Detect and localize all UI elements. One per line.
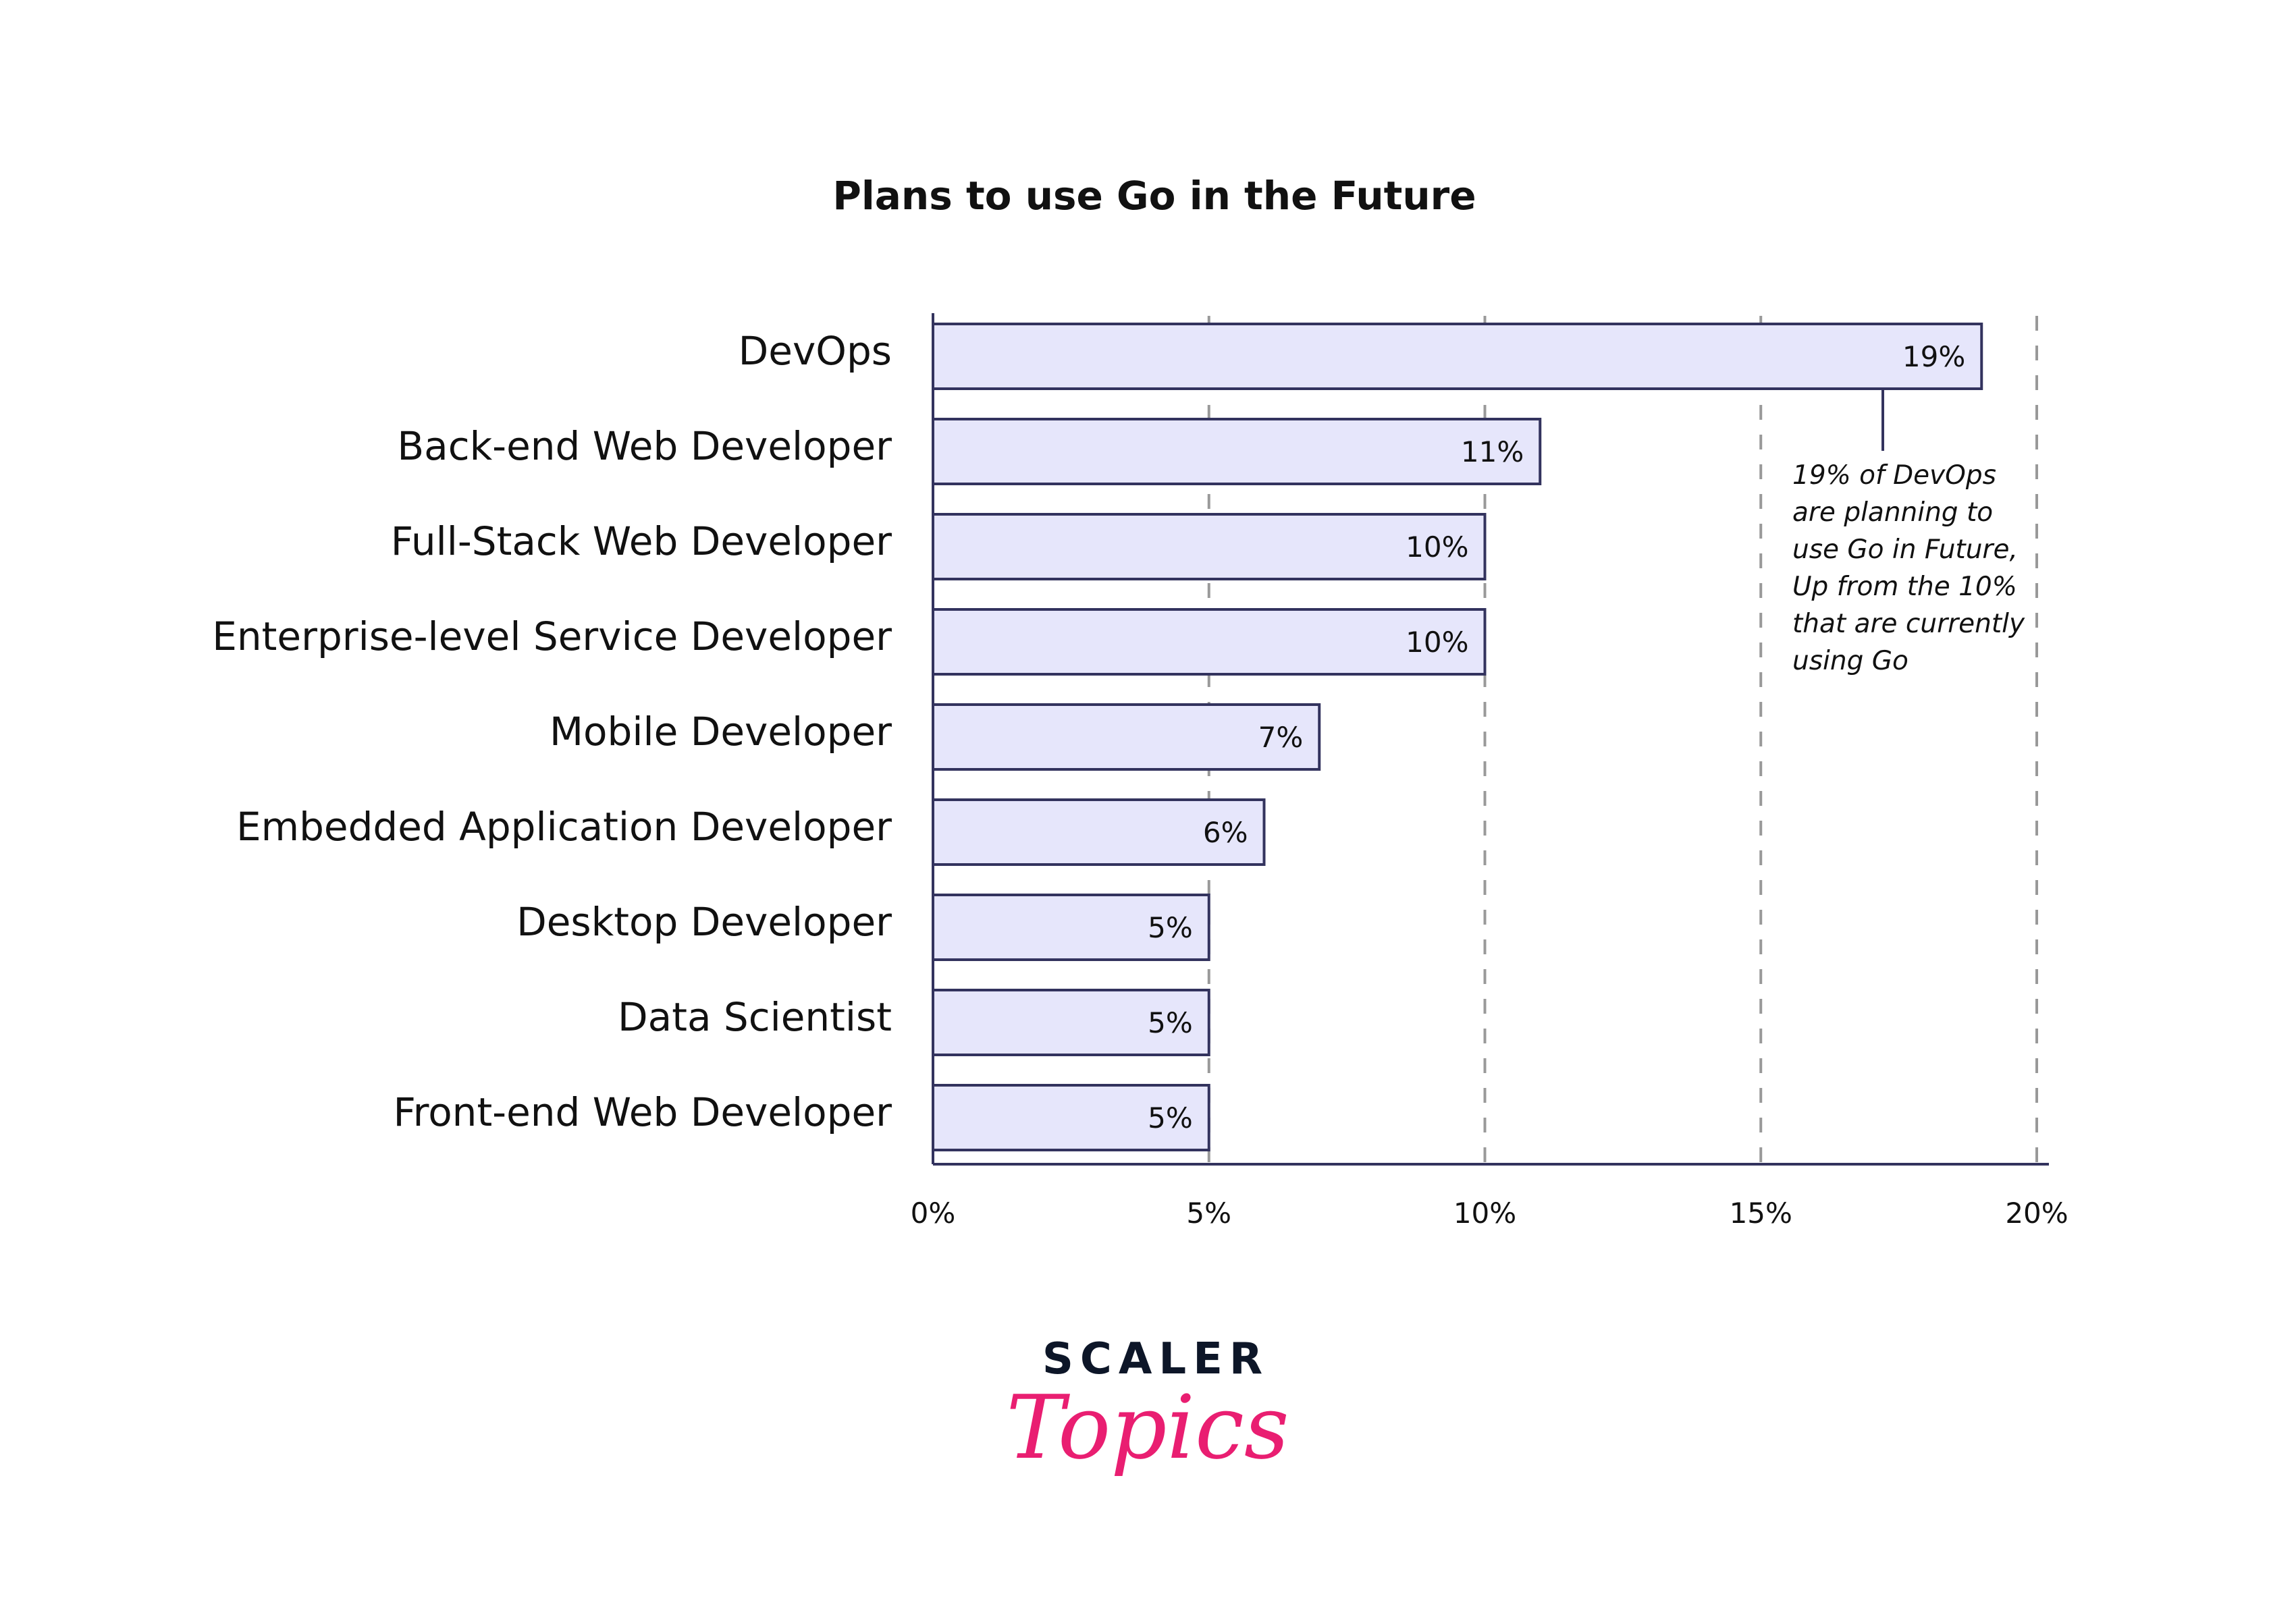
annotation-text-line: using Go (1792, 646, 1908, 676)
category-label: Embedded Application Developer (236, 804, 892, 850)
bar (932, 894, 1210, 961)
bar-value-label: 5% (1148, 1101, 1193, 1134)
category-label: Enterprise-level Service Developer (212, 613, 892, 659)
annotation-text-line: are planning to (1792, 497, 1993, 528)
x-tick-label: 10% (1453, 1197, 1516, 1230)
bar (932, 703, 1321, 771)
x-tick-label: 5% (1186, 1197, 1231, 1230)
x-tick-label: 15% (1730, 1197, 1792, 1230)
annotation-text-line: Up from the 10% (1792, 572, 2017, 602)
bar-value-label: 5% (1148, 1006, 1193, 1039)
category-label: Back-end Web Developer (397, 423, 892, 469)
annotation-text-line: 19% of DevOps (1792, 460, 1996, 491)
bar (932, 418, 1542, 485)
category-label: Data Scientist (618, 994, 892, 1040)
bar (932, 798, 1266, 866)
bar-value-label: 11% (1461, 435, 1524, 468)
bar-value-label: 19% (1902, 340, 1965, 373)
bar (932, 513, 1487, 580)
bar (932, 323, 1983, 390)
category-label: Desktop Developer (516, 899, 892, 945)
annotation-text-line: use Go in Future, (1792, 535, 2018, 565)
bar-value-label: 7% (1258, 721, 1304, 754)
x-tick-label: 20% (2005, 1197, 2068, 1230)
bar-value-label: 5% (1148, 911, 1193, 944)
bar-value-label: 6% (1203, 816, 1248, 849)
category-label: Mobile Developer (550, 709, 892, 755)
annotation-text-line: that are currently (1792, 609, 2025, 639)
scaler-topics-logo: SCALER Topics (1006, 1334, 1289, 1479)
chart-title: Plans to use Go in the Future (832, 173, 1476, 219)
category-label: Front-end Web Developer (393, 1089, 892, 1135)
bar-value-label: 10% (1406, 530, 1468, 564)
logo-scaler: SCALER (1042, 1334, 1269, 1384)
bar-value-label: 10% (1406, 626, 1468, 659)
x-tick-label: 0% (911, 1197, 956, 1230)
logo-topics: Topics (1006, 1376, 1289, 1479)
category-label: Full-Stack Web Developer (391, 518, 892, 564)
bar (932, 608, 1487, 676)
category-label: DevOps (739, 328, 892, 374)
